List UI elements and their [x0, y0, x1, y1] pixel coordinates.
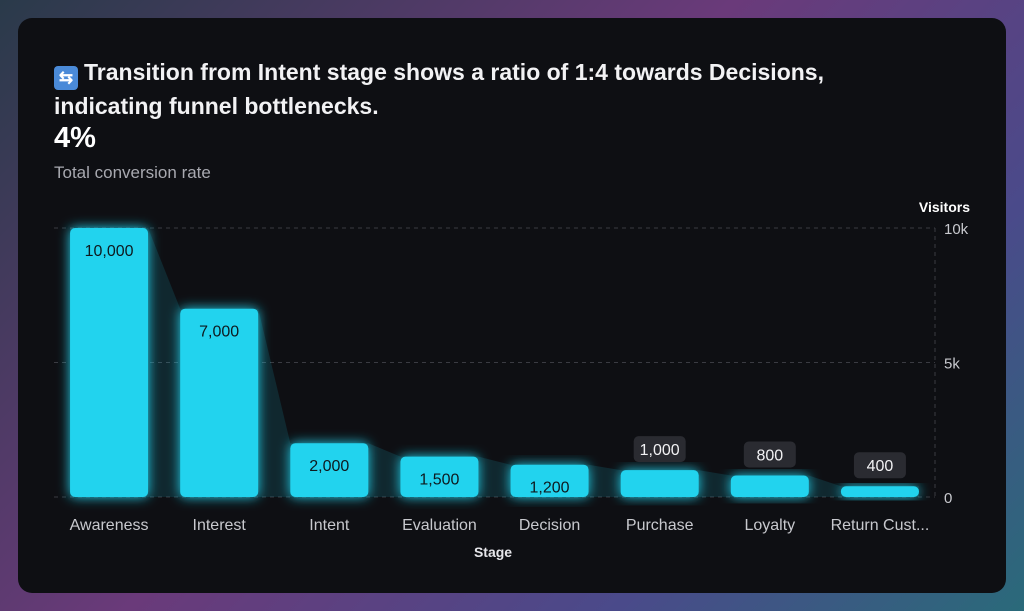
data-label: 1,200	[530, 480, 570, 497]
data-label: 400	[867, 458, 894, 475]
x-tick-label: Purchase	[626, 517, 694, 534]
funnel-area	[70, 228, 919, 497]
y-tick-label: 0	[944, 490, 952, 507]
kpi-value: 4%	[54, 122, 96, 154]
bar	[290, 443, 369, 497]
bar	[510, 464, 589, 497]
bar	[180, 308, 259, 497]
kpi-label: Total conversion rate	[54, 163, 211, 182]
x-axis-title: Stage	[474, 544, 512, 560]
insight-text: Transition from Intent stage shows a rat…	[54, 59, 824, 119]
data-label-badge	[743, 441, 796, 468]
x-tick-label: Evaluation	[402, 517, 477, 534]
y-tick-label: 5k	[944, 356, 960, 373]
data-label: 7,000	[199, 324, 239, 341]
x-tick-label: Interest	[193, 517, 247, 534]
bar	[840, 486, 919, 497]
data-label-badge	[633, 436, 686, 463]
insight-title: ⇆ Transition from Intent stage shows a ra…	[54, 56, 934, 122]
data-label: 1,500	[419, 472, 459, 489]
bar	[70, 228, 149, 497]
data-label: 2,000	[309, 458, 349, 475]
x-tick-label: Intent	[309, 517, 350, 534]
data-label: 1,000	[640, 442, 680, 459]
bar	[730, 475, 809, 497]
bar	[620, 470, 699, 497]
x-tick-label: Awareness	[70, 517, 149, 534]
bar	[400, 456, 479, 497]
repeat-arrows-icon: ⇆	[54, 66, 78, 90]
data-label: 10,000	[85, 243, 134, 260]
x-tick-label: Loyalty	[744, 517, 795, 534]
y-axis-title: Visitors	[919, 199, 970, 215]
y-tick-label: 10k	[944, 221, 969, 238]
x-tick-label: Decision	[519, 517, 580, 534]
x-tick-label: Return Cust...	[831, 517, 930, 534]
data-label-badge	[853, 452, 906, 479]
data-label: 800	[756, 447, 783, 464]
